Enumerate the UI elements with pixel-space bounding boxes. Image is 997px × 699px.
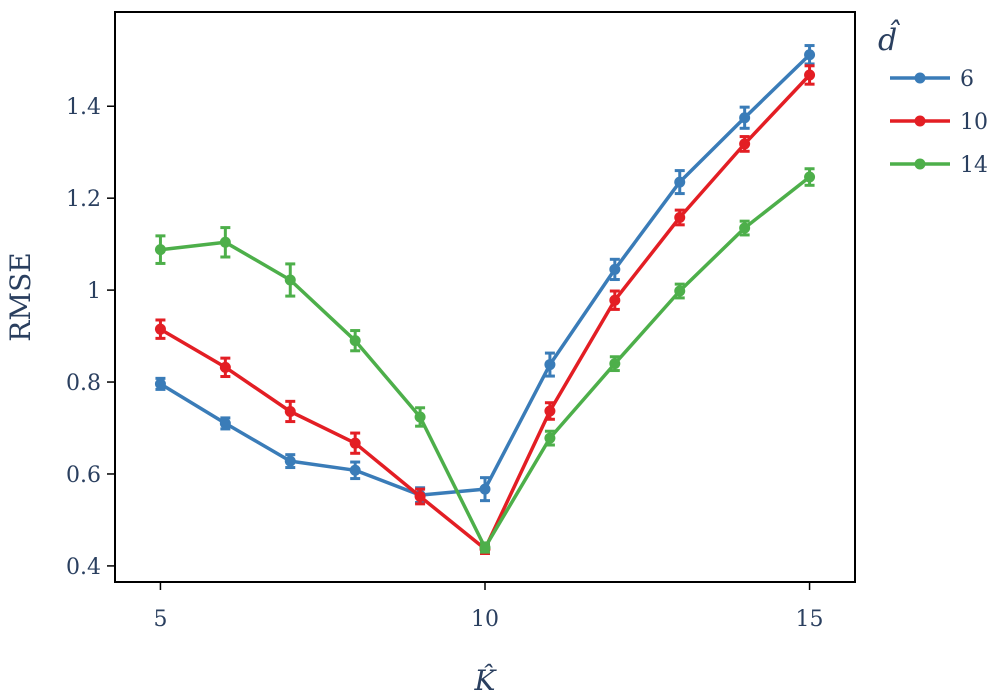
x-tick-label: 5 xyxy=(153,607,167,632)
data-point xyxy=(349,464,361,476)
data-point xyxy=(219,417,231,429)
y-tick-label: 0.6 xyxy=(66,463,101,488)
data-point xyxy=(804,49,816,61)
data-point xyxy=(414,411,426,423)
data-point xyxy=(479,483,491,495)
data-point xyxy=(219,361,231,373)
data-point xyxy=(544,432,556,444)
data-point xyxy=(154,378,166,390)
legend-marker xyxy=(914,115,926,127)
y-tick-label: 0.8 xyxy=(66,371,101,396)
data-point xyxy=(349,335,361,347)
data-point xyxy=(609,294,621,306)
data-point xyxy=(479,542,491,554)
legend-label: 14 xyxy=(960,153,988,178)
data-point xyxy=(804,69,816,81)
data-point xyxy=(609,358,621,370)
legend: d̂ 6 10 14 xyxy=(878,19,988,178)
legend-label: 6 xyxy=(960,67,974,92)
data-point xyxy=(414,491,426,502)
plot-area xyxy=(154,44,816,555)
data-point xyxy=(154,323,166,335)
data-point xyxy=(739,138,751,150)
data-point xyxy=(284,405,296,417)
legend-marker xyxy=(914,72,926,84)
series-line xyxy=(159,53,811,497)
x-axis: 5 10 15 xyxy=(153,582,824,632)
x-tick-label: 10 xyxy=(471,607,499,632)
series-14 xyxy=(154,167,816,554)
data-point xyxy=(544,359,556,371)
data-point xyxy=(739,222,751,234)
legend-marker xyxy=(914,158,926,170)
data-point xyxy=(284,274,296,286)
x-axis-title: K̂ xyxy=(474,664,498,697)
data-point xyxy=(739,112,751,124)
y-tick-label: 1.2 xyxy=(66,187,101,212)
y-tick-label: 1.4 xyxy=(66,95,101,120)
series-6 xyxy=(154,44,816,504)
y-tick-label: 0.4 xyxy=(66,555,101,580)
data-point xyxy=(284,455,296,467)
x-tick-label: 15 xyxy=(796,607,824,632)
y-tick-label: 1 xyxy=(87,279,101,304)
data-point xyxy=(544,405,556,417)
data-point xyxy=(674,211,686,223)
legend-label: 10 xyxy=(960,110,988,135)
data-point xyxy=(804,171,816,183)
legend-title: d̂ xyxy=(878,19,900,58)
data-point xyxy=(674,285,686,297)
data-point xyxy=(154,244,166,256)
data-point xyxy=(349,437,361,449)
y-axis-title: RMSE xyxy=(4,252,37,341)
data-point xyxy=(219,236,231,248)
data-point xyxy=(609,263,621,275)
y-axis: 0.4 0.6 0.8 1 1.2 1.4 xyxy=(66,95,115,580)
data-point xyxy=(674,176,686,188)
